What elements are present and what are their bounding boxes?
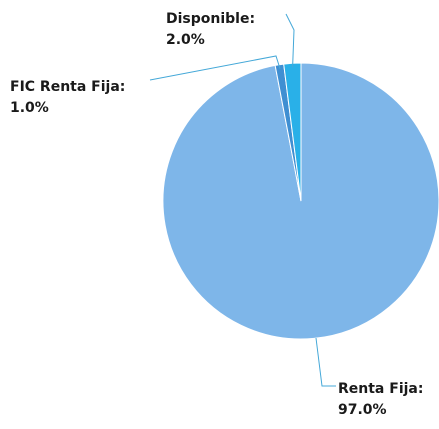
pie-slices [162, 62, 439, 340]
leader-line-renta-fija [315, 337, 336, 387]
slice-label-disponible-value: 2.0% [166, 32, 205, 48]
slice-label-disponible-name: Disponible: [166, 11, 255, 27]
leader-lines [149, 13, 336, 387]
leader-line-fic-renta-fija [149, 55, 281, 81]
slice-label-renta-fija-name: Renta Fija: [338, 381, 423, 397]
slice-label-renta-fija: Renta Fija: 97.0% [338, 381, 423, 418]
slice-label-disponible: Disponible: 2.0% [166, 11, 255, 48]
slice-label-fic-renta-fija-value: 1.0% [10, 100, 49, 116]
slice-label-fic-renta-fija-name: FIC Renta Fija: [10, 79, 125, 95]
slice-label-renta-fija-value: 97.0% [338, 402, 387, 418]
slice-label-fic-renta-fija: FIC Renta Fija: 1.0% [10, 79, 125, 116]
leader-line-disponible [285, 13, 295, 68]
